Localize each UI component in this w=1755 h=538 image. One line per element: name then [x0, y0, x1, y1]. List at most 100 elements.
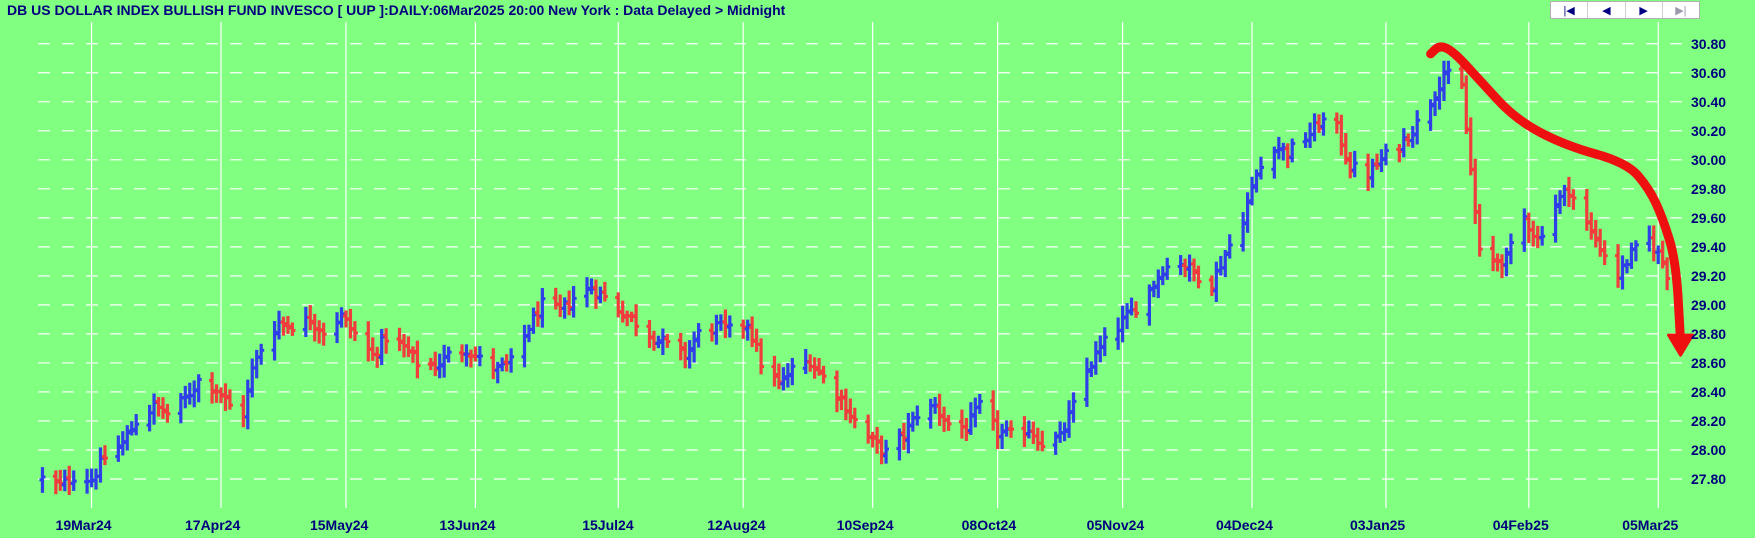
ohlc-bar — [820, 365, 827, 384]
ohlc-bar — [994, 410, 1001, 450]
ohlc-bar — [1083, 357, 1090, 407]
grid — [38, 22, 1685, 508]
ohlc-bar — [365, 321, 372, 362]
ohlc-bar — [101, 445, 108, 466]
ohlc-bars — [39, 57, 1671, 495]
x-tick-label: 15Jul24 — [582, 517, 634, 533]
ohlc-bar — [713, 314, 720, 345]
ohlc-bar — [1615, 244, 1622, 288]
x-tick-label: 19Mar24 — [56, 517, 112, 533]
first-page-button[interactable]: |◀ — [1551, 2, 1589, 18]
ohlc-bar — [557, 294, 564, 317]
ohlc-bar — [1257, 156, 1264, 180]
ohlc-bar — [999, 423, 1006, 450]
y-tick-label: 29.20 — [1691, 268, 1726, 284]
ohlc-bar — [369, 337, 376, 361]
ohlc-bar — [320, 322, 327, 346]
previous-page-button[interactable]: ◀ — [1588, 2, 1626, 18]
ohlc-bar — [226, 389, 233, 410]
ohlc-bar — [1347, 152, 1354, 179]
ohlc-bar — [967, 402, 974, 435]
ohlc-bar — [146, 404, 153, 432]
ohlc-bar — [972, 397, 979, 428]
ohlc-bar — [1351, 150, 1358, 178]
ohlc-bar — [222, 383, 229, 411]
ohlc-bar — [1530, 220, 1537, 247]
x-tick-label: 05Nov24 — [1087, 517, 1145, 533]
ohlc-bar — [240, 395, 247, 428]
x-tick-label: 04Feb25 — [1493, 517, 1549, 533]
ohlc-bar — [633, 304, 640, 337]
ohlc-bar — [1539, 226, 1546, 246]
ohlc-bar — [414, 340, 421, 379]
ohlc-bar — [883, 439, 890, 464]
ohlc-bar — [695, 323, 702, 348]
ohlc-bar — [1186, 254, 1193, 282]
ohlc-bar — [1472, 158, 1479, 225]
ohlc-bar — [396, 327, 403, 352]
x-tick-label: 13Jun24 — [439, 517, 495, 533]
ohlc-bar — [1597, 228, 1604, 257]
ohlc-bar — [1195, 265, 1202, 289]
ohlc-bar — [1146, 284, 1153, 326]
ohlc-bar — [1039, 430, 1046, 452]
ohlc-bar — [686, 340, 693, 369]
ohlc-bar — [499, 357, 506, 372]
ohlc-bar — [811, 357, 818, 379]
ohlc-bar — [284, 316, 291, 335]
ohlc-bar — [1436, 76, 1443, 110]
ohlc-bar — [1494, 253, 1501, 272]
y-tick-label: 28.60 — [1691, 355, 1726, 371]
next-page-button[interactable]: ▶ — [1626, 2, 1663, 18]
x-tick-label: 15May24 — [310, 517, 369, 533]
ohlc-bar — [655, 335, 662, 349]
ohlc-bar — [521, 324, 528, 368]
ohlc-bar — [1249, 176, 1256, 206]
ohlc-bar — [1583, 189, 1590, 231]
ohlc-bar — [1311, 113, 1318, 142]
x-tick-label: 05Mar25 — [1622, 517, 1678, 533]
ohlc-bar — [307, 305, 314, 331]
ohlc-bar — [1226, 234, 1233, 259]
ohlc-bar — [619, 300, 626, 323]
ohlc-bar — [441, 344, 448, 378]
y-tick-label: 28.40 — [1691, 384, 1726, 400]
ohlc-bar — [570, 285, 577, 318]
ohlc-bar — [271, 321, 278, 361]
ohlc-bar — [1432, 91, 1439, 117]
ohlc-bar — [490, 348, 497, 380]
ohlc-bar — [1092, 341, 1099, 375]
y-axis: 27.80 28.00 28.20 28.40 28.60 28.80 29.00 29.20… — [1691, 36, 1726, 487]
ohlc-bar — [1619, 255, 1626, 290]
x-tick-label: 17Apr24 — [185, 517, 240, 533]
ohlc-bar — [753, 328, 760, 352]
ohlc-bar — [758, 338, 765, 375]
ohlc-bar — [561, 297, 568, 319]
ohlc-bar — [958, 409, 965, 439]
ohlc-bar — [1191, 258, 1198, 282]
ohlc-bar — [816, 358, 823, 376]
ohlc-bar — [1467, 117, 1474, 176]
ohlc-bar — [164, 403, 171, 423]
y-tick-label: 28.20 — [1691, 413, 1726, 429]
ohlc-bar — [1342, 132, 1349, 165]
x-tick-label: 12Aug24 — [707, 517, 766, 533]
y-tick-label: 29.40 — [1691, 239, 1726, 255]
ohlc-bar — [1507, 233, 1514, 265]
ohlc-bar — [976, 394, 983, 414]
ohlc-bar — [378, 328, 385, 366]
y-tick-label: 30.60 — [1691, 65, 1726, 81]
y-tick-label: 30.40 — [1691, 94, 1726, 110]
ohlc-bar — [463, 344, 470, 367]
ohlc-bar — [1316, 114, 1322, 133]
ohlc-bar — [374, 346, 381, 368]
ohlc-bar — [650, 330, 657, 351]
ohlc-bar — [552, 287, 559, 310]
ohlc-bar — [905, 412, 912, 454]
y-tick-label: 28.00 — [1691, 442, 1726, 458]
ohlc-bar — [659, 328, 666, 356]
last-page-button[interactable]: ▶| — [1675, 4, 1687, 17]
ohlc-bar — [677, 332, 684, 361]
